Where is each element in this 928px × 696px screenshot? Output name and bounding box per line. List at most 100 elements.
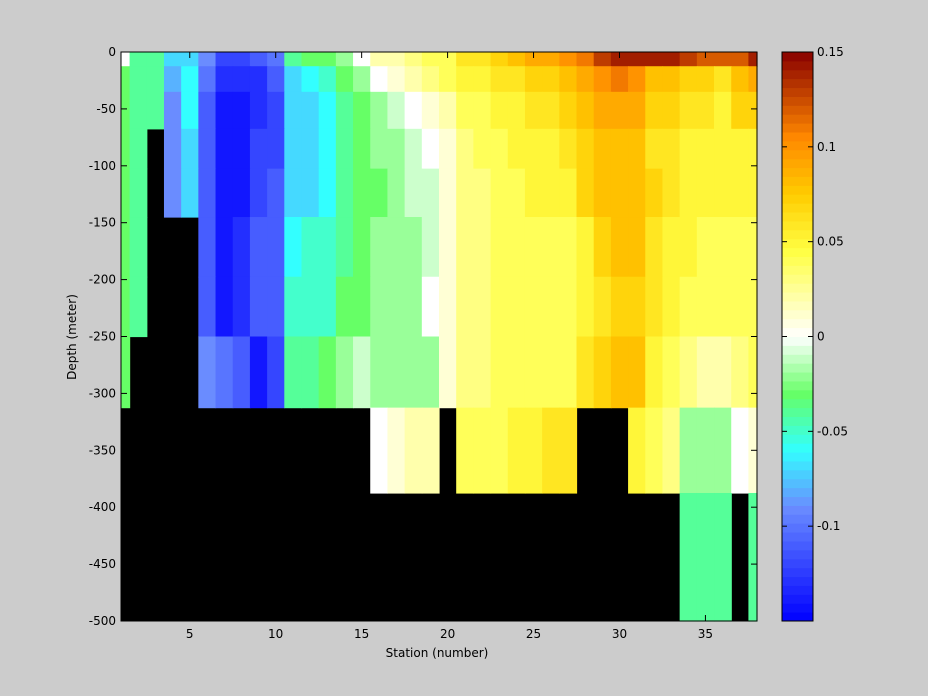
colorbar-swatch	[782, 523, 813, 533]
heatmap-cell	[714, 407, 732, 494]
heatmap-cell	[490, 336, 509, 409]
heatmap-cell	[696, 336, 715, 409]
colorbar-tick-label: 0.1	[817, 140, 836, 154]
heatmap-cell	[318, 336, 337, 409]
colorbar-swatch	[782, 229, 813, 240]
heatmap-cell	[679, 128, 698, 170]
heatmap-cell	[628, 336, 646, 409]
heatmap-cell	[679, 276, 698, 338]
heatmap-cell	[593, 66, 612, 93]
heatmap-cell	[679, 168, 698, 218]
colorbar-tick-label: -0.1	[817, 519, 840, 533]
heatmap-cell	[473, 128, 492, 170]
heatmap-cell	[559, 217, 578, 278]
heatmap-cell	[249, 217, 268, 278]
heatmap-cell	[507, 91, 526, 130]
heatmap-cell	[507, 217, 526, 278]
heatmap-cell	[696, 492, 715, 622]
colorbar-swatch	[782, 372, 813, 382]
heatmap-cell	[215, 66, 234, 93]
heatmap-cell	[335, 168, 354, 218]
y-axis-label: Depth (meter)	[65, 294, 79, 380]
colorbar-swatch	[782, 345, 813, 355]
heatmap-cell	[404, 168, 423, 218]
heatmap-cell	[696, 52, 715, 67]
heatmap-cell	[576, 128, 595, 170]
heatmap-cell	[456, 128, 474, 170]
colorbar-swatch	[782, 425, 813, 435]
colorbar-swatch	[782, 363, 813, 373]
heatmap-cell	[696, 91, 715, 130]
heatmap-cell	[318, 66, 337, 93]
colorbar-swatch	[782, 87, 813, 97]
heatmap-cell	[576, 66, 595, 93]
heatmap-cell	[370, 66, 389, 93]
colorbar-swatch	[782, 380, 813, 391]
heatmap-cell	[490, 217, 509, 278]
heatmap-cell	[198, 66, 217, 93]
heatmap-cell	[473, 52, 492, 67]
heatmap-cell	[507, 52, 526, 67]
heatmap-cell	[748, 168, 758, 218]
heatmap-cell	[679, 52, 698, 67]
y-tick-label: -300	[89, 386, 116, 400]
heatmap-cell	[353, 66, 371, 93]
y-tick-label: -150	[89, 216, 116, 230]
heatmap-cell	[181, 168, 199, 218]
heatmap-cell	[662, 276, 681, 338]
heatmap-cell	[439, 66, 457, 93]
heatmap-cell	[473, 66, 492, 93]
colorbar-swatch	[782, 238, 813, 249]
heatmap-cell	[421, 336, 440, 409]
heatmap-cell	[387, 52, 406, 67]
heatmap-cell	[353, 91, 371, 130]
colorbar-swatch	[782, 398, 813, 409]
heatmap-cell	[198, 336, 217, 409]
colorbar: 0.15 0.1 0.05 0 -0.05 -0.1	[781, 45, 848, 622]
x-tick-label: 15	[354, 627, 369, 641]
heatmap-cell	[232, 217, 251, 278]
heatmap-cell	[439, 128, 457, 170]
heatmap-cell	[559, 128, 578, 170]
heatmap-cell	[387, 66, 406, 93]
y-tick-label: -350	[89, 443, 116, 457]
heatmap-cell	[163, 91, 182, 130]
heatmap-cell	[370, 336, 389, 409]
heatmap-cell	[215, 52, 234, 67]
heatmap-cell	[628, 407, 646, 494]
heatmap-cell	[121, 66, 131, 93]
heatmap-cell	[335, 217, 354, 278]
colorbar-swatch	[782, 532, 813, 542]
heatmap-cell	[748, 492, 758, 622]
heatmap-cell	[714, 52, 732, 67]
heatmap-cell	[249, 128, 268, 170]
heatmap-cell	[473, 91, 492, 130]
heatmap-cell	[335, 336, 354, 409]
heatmap-cell	[645, 276, 664, 338]
heatmap-cell	[714, 492, 732, 622]
heatmap-cell	[679, 407, 698, 494]
heatmap-cell	[524, 128, 543, 170]
heatmap-cell	[559, 168, 578, 218]
colorbar-swatch	[782, 140, 813, 151]
heatmap-cell	[748, 66, 758, 93]
colorbar-swatch	[782, 549, 813, 560]
heatmap-cell	[731, 66, 750, 93]
colorbar-swatch	[782, 292, 813, 302]
heatmap-cell	[628, 128, 646, 170]
heatmap-cell	[439, 217, 457, 278]
heatmap-cell	[628, 276, 646, 338]
x-tick-label: 20	[440, 627, 455, 641]
heatmap-cell	[353, 52, 371, 67]
heatmap-cell	[129, 52, 148, 67]
heatmap-cell	[593, 128, 612, 170]
heatmap-cell	[645, 91, 664, 130]
colorbar-tick-label: -0.05	[817, 424, 848, 438]
heatmap-cell	[456, 407, 474, 494]
heatmap-cell	[284, 336, 303, 409]
heatmap-cell	[404, 276, 423, 338]
heatmap-cell	[421, 52, 440, 67]
heatmap-cell	[284, 66, 303, 93]
colorbar-swatch	[782, 460, 813, 471]
heatmap-cell	[645, 168, 664, 218]
